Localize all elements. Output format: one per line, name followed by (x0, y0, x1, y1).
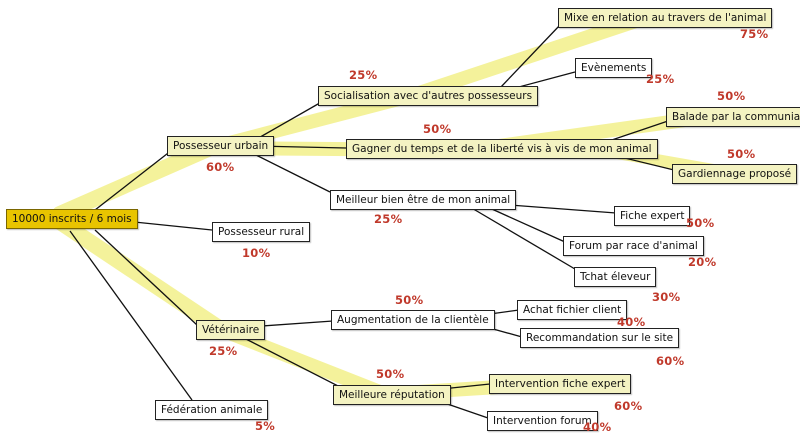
node-possesseur-rural[interactable]: Possesseur rural (212, 222, 311, 242)
node-gagner-temps[interactable]: Gagner du temps et de la liberté vis à v… (346, 139, 658, 159)
node-intervention-expert[interactable]: Intervention fiche expert (489, 374, 632, 394)
node-achat-fichier[interactable]: Achat fichier client (517, 300, 628, 320)
edge-urbain-bienetre (249, 151, 331, 193)
percent-urbain: 60% (206, 160, 235, 174)
percent-augmentation: 50% (395, 293, 424, 307)
node-forum-race[interactable]: Forum par race d'animal (563, 236, 704, 256)
percent-veterinaire: 25% (209, 344, 238, 358)
edge-root-veterinaire (94, 229, 198, 326)
root-node[interactable]: 10000 inscrits / 6 mois (6, 209, 138, 229)
percent-gagner: 50% (423, 122, 452, 136)
percent-fiche-expert: 50% (686, 216, 715, 230)
edge-root-federation (69, 230, 193, 401)
edge-urbain-socialisation (254, 99, 326, 141)
percent-bien-etre: 25% (374, 212, 403, 226)
percent-tchat: 30% (652, 290, 681, 304)
node-possesseur-urbain[interactable]: Possesseur urbain (167, 136, 275, 156)
node-federation-animale[interactable]: Fédération animale (155, 400, 269, 420)
percent-intervention-forum: 40% (583, 420, 612, 434)
percent-federation: 5% (255, 419, 276, 433)
percent-forum-race: 20% (688, 255, 717, 269)
node-mixe-relation[interactable]: Mixe en relation au travers de l'animal (558, 8, 773, 28)
node-tchat-eleveur[interactable]: Tchat éleveur (574, 267, 657, 287)
percent-mixe: 75% (740, 27, 769, 41)
percent-gardiennage: 50% (727, 147, 756, 161)
node-augmentation-clientele[interactable]: Augmentation de la clientèle (331, 310, 495, 330)
node-bien-etre[interactable]: Meilleur bien être de mon animal (330, 190, 517, 210)
edge-veterinaire-reputation (239, 335, 341, 388)
connector-lines (69, 24, 675, 419)
node-gardiennage[interactable]: Gardiennage proposé (672, 164, 798, 184)
highlight-root-veterinaire (52, 214, 230, 338)
percent-rural: 10% (242, 246, 271, 260)
node-veterinaire[interactable]: Vétérinaire (196, 320, 266, 340)
node-fiche-expert[interactable]: Fiche expert (614, 206, 691, 226)
percent-intervention-expert: 60% (614, 399, 643, 413)
percent-reputation: 50% (376, 367, 405, 381)
node-intervention-forum[interactable]: Intervention forum (487, 411, 598, 431)
node-balade[interactable]: Balade par la communiauté (666, 107, 800, 127)
edge-socialisation-mixe (499, 24, 561, 89)
edge-bienetre-forum (482, 204, 566, 243)
percent-achat: 40% (617, 315, 646, 329)
node-meilleure-reputation[interactable]: Meilleure réputation (333, 385, 451, 405)
percent-recommandation: 60% (656, 354, 685, 368)
node-socialisation[interactable]: Socialisation avec d'autres possesseurs (318, 86, 539, 106)
edge-root-urbain (94, 149, 173, 211)
edge-bienetre-tchat (469, 206, 581, 273)
percent-evenements: 25% (646, 72, 675, 86)
percent-socialisation: 25% (349, 68, 378, 82)
percent-balade: 50% (717, 89, 746, 103)
highlight-root-urbain (52, 140, 218, 222)
node-recommandation[interactable]: Recommandation sur le site (520, 328, 680, 348)
node-evenements[interactable]: Evènements (575, 58, 653, 78)
